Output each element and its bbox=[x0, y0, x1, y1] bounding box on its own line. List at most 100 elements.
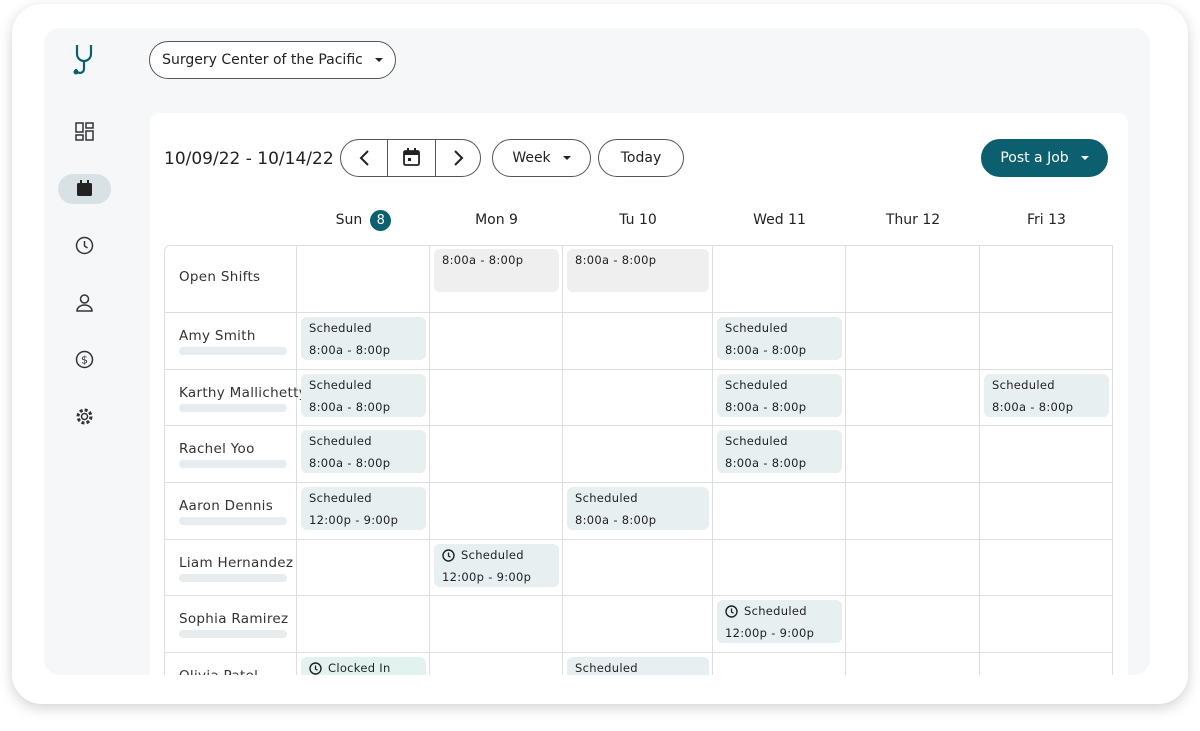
grid-cell bbox=[713, 313, 846, 370]
app-content: $ Surgery Center of the Pacific 10/09/22… bbox=[44, 28, 1150, 675]
shift-status-line: Scheduled bbox=[725, 600, 834, 622]
shift-status-line: Scheduled bbox=[725, 374, 834, 396]
nav-settings[interactable] bbox=[75, 407, 94, 426]
nav-calendar[interactable] bbox=[76, 180, 93, 197]
day-badge: 8 bbox=[370, 209, 392, 231]
shift-time-line: 8:00a - 8:00p bbox=[309, 452, 418, 474]
shift-time: 8:00a - 8:00p bbox=[309, 343, 391, 357]
shift-status-line: Scheduled bbox=[725, 317, 834, 339]
grid-cell bbox=[980, 245, 1113, 313]
app-panel: $ Surgery Center of the Pacific 10/09/22… bbox=[44, 28, 1150, 675]
post-job-label: Post a Job bbox=[1000, 150, 1069, 166]
shift-status-line: Scheduled bbox=[309, 374, 418, 396]
shift-status-line: Scheduled bbox=[992, 374, 1101, 396]
nav-billing[interactable]: $ bbox=[75, 350, 94, 369]
grid-cell bbox=[164, 370, 297, 426]
shift-block: 8:00a - 8:00p bbox=[567, 249, 709, 292]
grid-cell bbox=[430, 370, 563, 426]
shift-status-line: Scheduled bbox=[575, 657, 701, 675]
grid-cell bbox=[846, 370, 980, 426]
grid-cell bbox=[563, 313, 713, 370]
grid-cell bbox=[563, 370, 713, 426]
name-placeholder bbox=[179, 404, 287, 412]
grid-cell bbox=[430, 653, 563, 675]
shift-time-line: 8:00a - 8:00p bbox=[309, 396, 418, 418]
shift-time-line: 8:00a - 8:00p bbox=[725, 339, 834, 361]
grid-cell bbox=[430, 596, 563, 653]
grid-cell bbox=[980, 540, 1113, 596]
day-label: Tu 10 bbox=[619, 212, 657, 228]
grid-cell bbox=[563, 245, 713, 313]
shift-status-line: Scheduled bbox=[442, 544, 551, 566]
shift-status-line: Clocked In bbox=[309, 657, 418, 675]
shift-status-line: Scheduled bbox=[309, 487, 418, 509]
grid-cell bbox=[297, 483, 430, 540]
grid-cell bbox=[164, 313, 297, 370]
grid-cell bbox=[713, 370, 846, 426]
grid-cell bbox=[563, 426, 713, 483]
shift-time-line: 8:00a - 8:00p bbox=[725, 452, 834, 474]
shift-time: 8:00a - 8:00p bbox=[725, 343, 807, 357]
shift-block: 8:00a - 8:00p bbox=[434, 249, 559, 292]
clock-icon bbox=[725, 604, 738, 618]
shift-time: 8:00a - 8:00p bbox=[575, 253, 657, 267]
name-placeholder bbox=[179, 574, 287, 582]
shift-time-line: 12:00p - 9:00p bbox=[725, 622, 834, 644]
nav-clock[interactable] bbox=[75, 236, 94, 255]
post-job-button[interactable]: Post a Job bbox=[981, 139, 1108, 177]
day-header: Fri 13 bbox=[980, 208, 1113, 232]
grid-cell bbox=[297, 426, 430, 483]
today-button[interactable]: Today bbox=[598, 139, 684, 177]
clock-icon bbox=[309, 661, 322, 675]
grid-cell bbox=[980, 653, 1113, 675]
nav-dashboard[interactable] bbox=[75, 122, 94, 141]
shift-status: Scheduled bbox=[992, 378, 1055, 392]
row-name: Karthy Mallichetty bbox=[179, 385, 308, 401]
prev-week[interactable] bbox=[341, 139, 387, 177]
next-week[interactable] bbox=[436, 139, 480, 177]
grid-cell bbox=[846, 596, 980, 653]
location-selector[interactable]: Surgery Center of the Pacific bbox=[149, 41, 396, 79]
grid-cell bbox=[563, 653, 713, 675]
grid-cell bbox=[846, 426, 980, 483]
date-picker[interactable] bbox=[387, 139, 436, 177]
day-label: Wed 11 bbox=[753, 212, 806, 228]
shift-time: 8:00a - 8:00p bbox=[992, 400, 1074, 414]
shift-block: Scheduled bbox=[567, 657, 709, 675]
shift-time-line: 12:00p - 9:00p bbox=[442, 566, 551, 588]
grid-cell bbox=[164, 653, 297, 675]
shift-time-line: 12:00p - 9:00p bbox=[309, 509, 418, 531]
shift-time: 8:00a - 8:00p bbox=[309, 456, 391, 470]
shift-time: 12:00p - 9:00p bbox=[442, 570, 532, 584]
shift-block: Scheduled 12:00p - 9:00p bbox=[434, 544, 559, 587]
shift-time: 8:00a - 8:00p bbox=[725, 456, 807, 470]
name-placeholder bbox=[179, 347, 287, 355]
grid-cell bbox=[297, 370, 430, 426]
row-name: Olivia Patel bbox=[179, 668, 258, 675]
nav-people[interactable] bbox=[75, 293, 94, 312]
shift-time-line: 8:00a - 8:00p bbox=[575, 249, 701, 271]
grid-cell bbox=[980, 483, 1113, 540]
location-label: Surgery Center of the Pacific bbox=[162, 52, 363, 68]
grid-cell bbox=[164, 483, 297, 540]
shift-time: 8:00a - 8:00p bbox=[725, 400, 807, 414]
shift-block: Scheduled 8:00a - 8:00p bbox=[567, 487, 709, 530]
shift-time: 8:00a - 8:00p bbox=[575, 513, 657, 527]
row-name: Open Shifts bbox=[179, 269, 261, 285]
svg-text:$: $ bbox=[81, 354, 88, 367]
grid-cell bbox=[846, 653, 980, 675]
name-placeholder bbox=[179, 460, 287, 468]
shift-status: Scheduled bbox=[575, 661, 638, 675]
row-name: Liam Hernandez bbox=[179, 555, 294, 571]
day-label: Thur 12 bbox=[885, 212, 941, 228]
day-header: Tu 10 bbox=[563, 208, 713, 232]
grid-cell bbox=[846, 245, 980, 313]
grid-cell bbox=[563, 540, 713, 596]
row-name: Amy Smith bbox=[179, 328, 256, 344]
shift-status-line: Scheduled bbox=[309, 317, 418, 339]
grid-cell bbox=[164, 426, 297, 483]
grid-cell bbox=[846, 313, 980, 370]
grid-cell bbox=[297, 540, 430, 596]
view-selector[interactable]: Week bbox=[492, 139, 591, 177]
grid-cell bbox=[980, 370, 1113, 426]
